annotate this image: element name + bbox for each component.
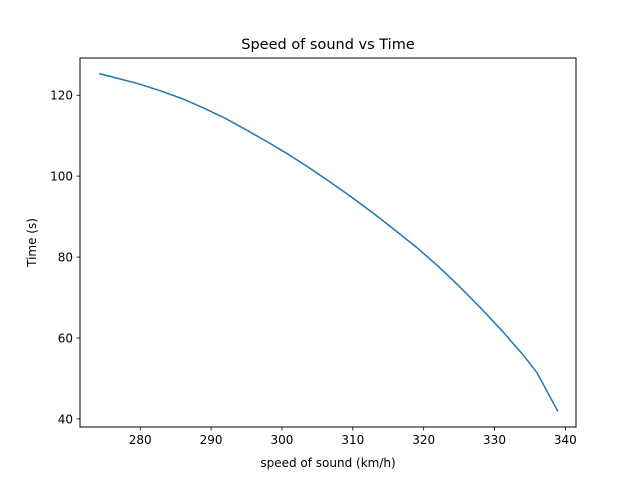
series-line	[98, 72, 559, 412]
y-tick-label: 60	[58, 331, 73, 345]
x-tick-label: 320	[412, 433, 435, 447]
x-axis: 280 290 300 310 320 330 340	[129, 427, 577, 447]
y-tick-label: 120	[50, 89, 73, 103]
x-tick-label: 280	[129, 433, 152, 447]
x-tick-label: 310	[341, 433, 364, 447]
y-tick-label: 80	[58, 251, 73, 265]
x-tick-label: 330	[483, 433, 506, 447]
x-tick-label: 300	[270, 433, 293, 447]
y-tick-label: 40	[58, 412, 73, 426]
y-tick-label: 100	[50, 170, 73, 184]
axes-frame	[79, 57, 577, 428]
plot-area	[98, 72, 559, 412]
y-axis-label: Time (s)	[25, 218, 39, 268]
x-tick-label: 290	[200, 433, 223, 447]
x-tick-label: 340	[554, 433, 577, 447]
y-axis: 40 60 80 100 120	[50, 89, 80, 426]
x-axis-label: speed of sound (km/h)	[260, 456, 395, 470]
chart-title: Speed of sound vs Time	[241, 37, 415, 53]
